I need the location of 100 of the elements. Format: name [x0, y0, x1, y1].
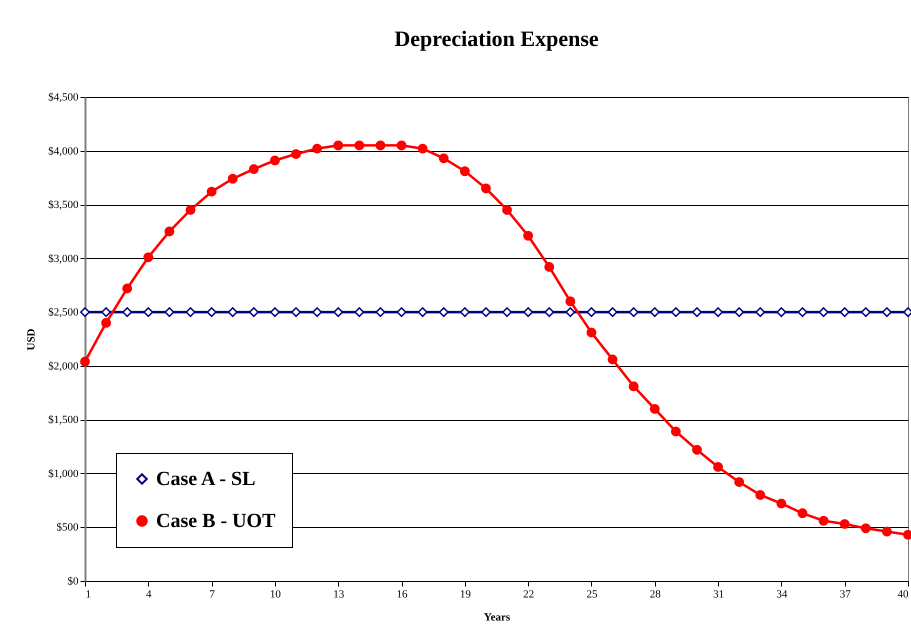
point — [565, 307, 576, 318]
point — [354, 307, 364, 318]
point — [776, 498, 786, 508]
point — [228, 174, 238, 184]
point — [206, 186, 217, 197]
x-tick-label: 34 — [776, 588, 788, 600]
x-tick-label: 1 — [86, 588, 91, 600]
point — [670, 307, 681, 318]
point — [818, 307, 829, 318]
point — [143, 307, 154, 318]
y-tick-label: $4,000 — [48, 145, 79, 158]
point — [312, 144, 322, 154]
point — [860, 307, 871, 318]
point — [270, 307, 280, 318]
point — [481, 183, 491, 194]
point — [101, 318, 112, 328]
point — [565, 296, 576, 306]
x-tick-label: 16 — [396, 588, 408, 600]
point — [460, 307, 470, 318]
point — [481, 307, 491, 318]
x-tick-label: 28 — [650, 588, 662, 600]
point — [692, 307, 702, 318]
point — [122, 307, 132, 318]
point — [376, 307, 386, 318]
point — [101, 307, 112, 318]
x-tick-label: 25 — [586, 588, 598, 600]
point — [396, 140, 406, 150]
point — [333, 307, 344, 318]
y-tick-label: $1,500 — [48, 414, 79, 426]
point — [650, 307, 660, 318]
point — [713, 462, 724, 472]
point — [291, 149, 301, 159]
point — [396, 307, 406, 318]
x-tick-label: 22 — [523, 588, 534, 600]
point — [228, 307, 238, 318]
point — [122, 284, 132, 294]
point — [755, 307, 766, 318]
point — [270, 156, 280, 166]
point — [734, 307, 744, 318]
point — [586, 328, 596, 338]
point — [818, 516, 829, 526]
point — [206, 307, 217, 318]
point — [502, 205, 512, 215]
point — [882, 526, 892, 536]
point — [734, 477, 744, 487]
x-tick-label: 31 — [713, 588, 724, 600]
y-tick-label: $3,000 — [48, 252, 79, 265]
point — [376, 140, 386, 150]
y-tick-label: $2,000 — [48, 360, 79, 372]
legend-label: Case B - UOT — [156, 510, 276, 532]
x-tick-label: 19 — [460, 588, 472, 600]
point — [164, 226, 174, 236]
point — [776, 307, 786, 318]
x-tick-label: 4 — [146, 588, 152, 600]
x-tick-label: 7 — [209, 588, 216, 600]
y-tick-label: $500 — [56, 522, 79, 534]
x-tick-label: 10 — [270, 588, 282, 600]
x-tick-label: 40 — [898, 588, 909, 600]
x-tick-label: 37 — [840, 588, 852, 600]
point — [523, 230, 534, 241]
y-tick-label: $4,500 — [48, 92, 79, 104]
point — [798, 307, 808, 318]
point — [713, 307, 724, 318]
legend-label: Case A - SL — [156, 468, 256, 490]
point — [80, 356, 90, 367]
y-axis-title: USD — [25, 328, 38, 351]
point — [650, 404, 660, 414]
point — [840, 519, 850, 529]
point — [544, 262, 554, 272]
point — [755, 490, 766, 500]
point — [692, 444, 702, 455]
x-tick-label: 13 — [333, 588, 345, 600]
y-tick-label: $3,500 — [48, 199, 79, 212]
y-tick-label: $2,500 — [48, 306, 79, 319]
point — [544, 307, 554, 318]
point — [798, 508, 808, 518]
point — [460, 166, 470, 176]
point — [840, 307, 850, 318]
point — [438, 307, 449, 318]
y-tick-label: $1,000 — [48, 468, 79, 480]
point — [438, 153, 449, 164]
chart-title: Depreciation Expense — [394, 26, 599, 51]
point — [860, 523, 871, 534]
point — [628, 307, 639, 318]
point — [248, 307, 259, 318]
point — [354, 140, 364, 150]
point — [418, 307, 428, 318]
point — [186, 307, 196, 318]
point — [248, 164, 259, 174]
point — [143, 252, 154, 262]
point — [291, 307, 301, 318]
point — [608, 307, 618, 318]
point — [670, 426, 681, 436]
point — [80, 307, 90, 318]
point — [502, 307, 512, 318]
point — [523, 307, 534, 318]
point — [164, 307, 174, 318]
point — [333, 140, 344, 150]
point — [882, 307, 892, 318]
point — [312, 307, 322, 318]
